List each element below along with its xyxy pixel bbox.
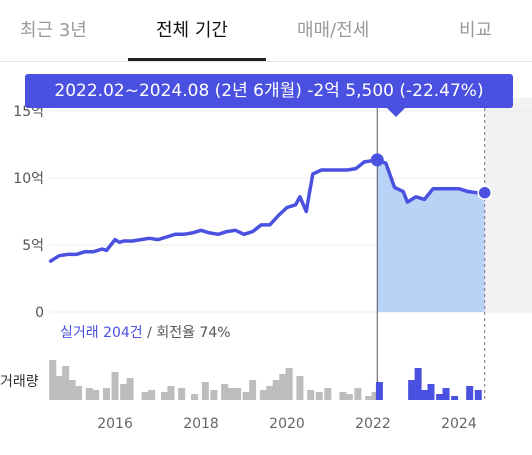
y-tick-label: 10억 xyxy=(13,171,44,187)
transaction-count[interactable]: 실거래 204건 xyxy=(60,325,143,341)
volume-bar xyxy=(466,386,474,400)
volume-bar xyxy=(167,386,175,400)
volume-bar xyxy=(307,390,315,400)
volume-bar xyxy=(375,382,383,400)
y-tick-label: 0 xyxy=(35,305,44,321)
volume-bar xyxy=(414,368,422,400)
x-tick-label: 2024 xyxy=(441,416,477,432)
volume-bar xyxy=(102,388,110,400)
volume-bar xyxy=(141,392,149,400)
volume-bar xyxy=(339,392,347,400)
volume-bar xyxy=(474,390,482,400)
volume-bar xyxy=(242,392,250,400)
volume-bar xyxy=(442,388,450,400)
tab-all-period[interactable]: 전체 기간 xyxy=(156,20,228,41)
volume-bar xyxy=(111,372,119,400)
volume-bar xyxy=(436,394,444,400)
volume-bar xyxy=(126,378,134,400)
volume-bar xyxy=(371,392,379,400)
selection-end-marker xyxy=(477,185,492,200)
range-tooltip: 2022.02~2024.08 (2년 6개월) -2억 5,500 (-22.… xyxy=(25,74,513,108)
volume-bar xyxy=(221,384,229,400)
volume-bar xyxy=(55,376,63,400)
volume-bar xyxy=(408,380,416,400)
volume-bar xyxy=(272,380,280,400)
volume-bar xyxy=(49,360,57,400)
volume-bar xyxy=(85,388,93,400)
volume-bar xyxy=(148,390,156,400)
volume-label: 거래량 xyxy=(0,374,39,390)
volume-bar xyxy=(296,376,304,400)
price-line xyxy=(48,158,487,263)
volume-bar xyxy=(178,388,186,400)
volume-bar xyxy=(68,380,76,400)
volume-bar xyxy=(451,396,459,400)
x-tick-label: 2020 xyxy=(269,416,305,432)
volume-bar xyxy=(210,390,218,400)
turnover-rate: 회전율 74% xyxy=(156,325,231,341)
volume-bar xyxy=(279,374,287,400)
volume-bar xyxy=(365,396,373,400)
summary-separator: / xyxy=(142,325,157,341)
tab-compare[interactable]: 비교 xyxy=(459,20,493,41)
volume-bar xyxy=(259,390,267,400)
volume-bar xyxy=(120,384,128,400)
volume-bar xyxy=(191,394,199,400)
period-tabs: 최근 3년 전체 기간 매매/전세 비교 xyxy=(0,0,532,62)
y-tick-label: 5억 xyxy=(22,238,44,254)
volume-bar xyxy=(427,384,435,400)
volume-bar xyxy=(324,388,332,400)
volume-bar xyxy=(62,366,70,400)
x-tick-label: 2016 xyxy=(97,416,133,432)
volume-bar xyxy=(354,388,362,400)
selection-start-marker xyxy=(370,153,384,167)
future-period-shade xyxy=(484,98,532,312)
volume-bar xyxy=(161,392,168,400)
volume-bar xyxy=(315,392,323,400)
volume-bar xyxy=(345,394,353,400)
volume-bar xyxy=(227,388,235,400)
x-tick-label: 2022 xyxy=(355,416,391,432)
volume-bar xyxy=(92,390,100,400)
volume-bar xyxy=(249,380,257,400)
transaction-summary: 실거래 204건 / 회전율 74% xyxy=(60,322,231,342)
volume-bar xyxy=(234,388,242,400)
tabs-divider xyxy=(0,61,532,62)
tooltip-arrow xyxy=(387,108,405,117)
active-tab-indicator xyxy=(128,58,266,61)
tab-recent-3-years[interactable]: 최근 3년 xyxy=(20,20,87,41)
x-tick-label: 2018 xyxy=(183,416,219,432)
volume-bar xyxy=(201,382,209,400)
volume-bar xyxy=(421,390,429,400)
volume-bar xyxy=(285,368,293,400)
y-tick-label: 15억 xyxy=(13,104,44,120)
volume-bar xyxy=(75,386,83,400)
tab-sale-jeonse[interactable]: 매매/전세 xyxy=(297,20,370,41)
volume-bar xyxy=(266,386,274,400)
